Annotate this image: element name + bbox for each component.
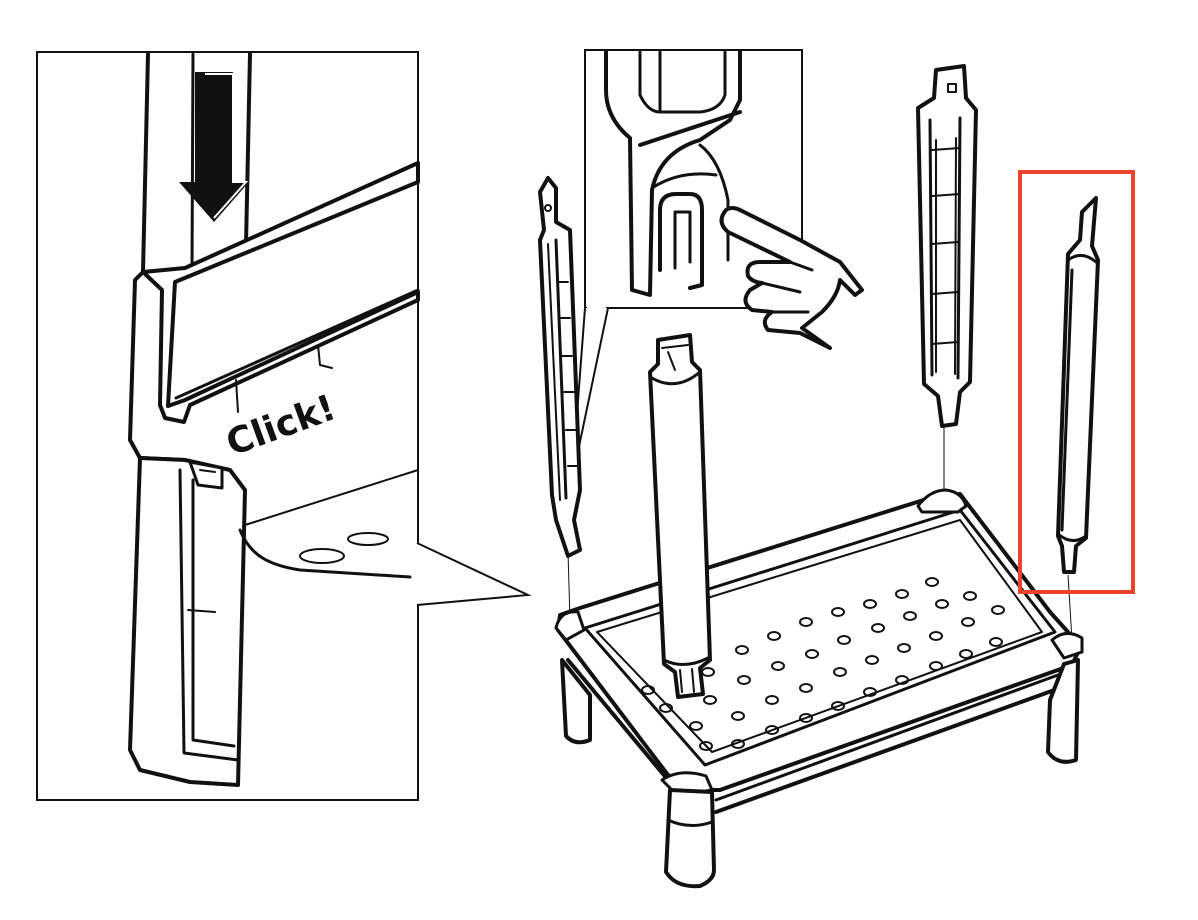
pointing-hand-icon	[719, 206, 864, 350]
detail-panel-release	[571, 49, 864, 481]
highlight-box	[1018, 170, 1135, 594]
shelf-assembly	[538, 64, 1135, 889]
basket-floor-detail	[238, 469, 419, 579]
basket-legs	[560, 658, 1080, 889]
post-right-loose	[1056, 196, 1100, 574]
shelf-rim-detail	[141, 161, 420, 424]
basket-tray	[554, 488, 1084, 814]
post-right-back	[916, 64, 978, 428]
basket-holes	[641, 577, 1005, 751]
post-upper-detail	[141, 52, 252, 274]
post-front-center	[648, 333, 712, 699]
down-arrow-icon	[179, 72, 249, 222]
post-left-back	[538, 176, 582, 558]
leg-lower-detail	[128, 456, 247, 787]
detail-panel-click: Click!	[36, 51, 532, 801]
